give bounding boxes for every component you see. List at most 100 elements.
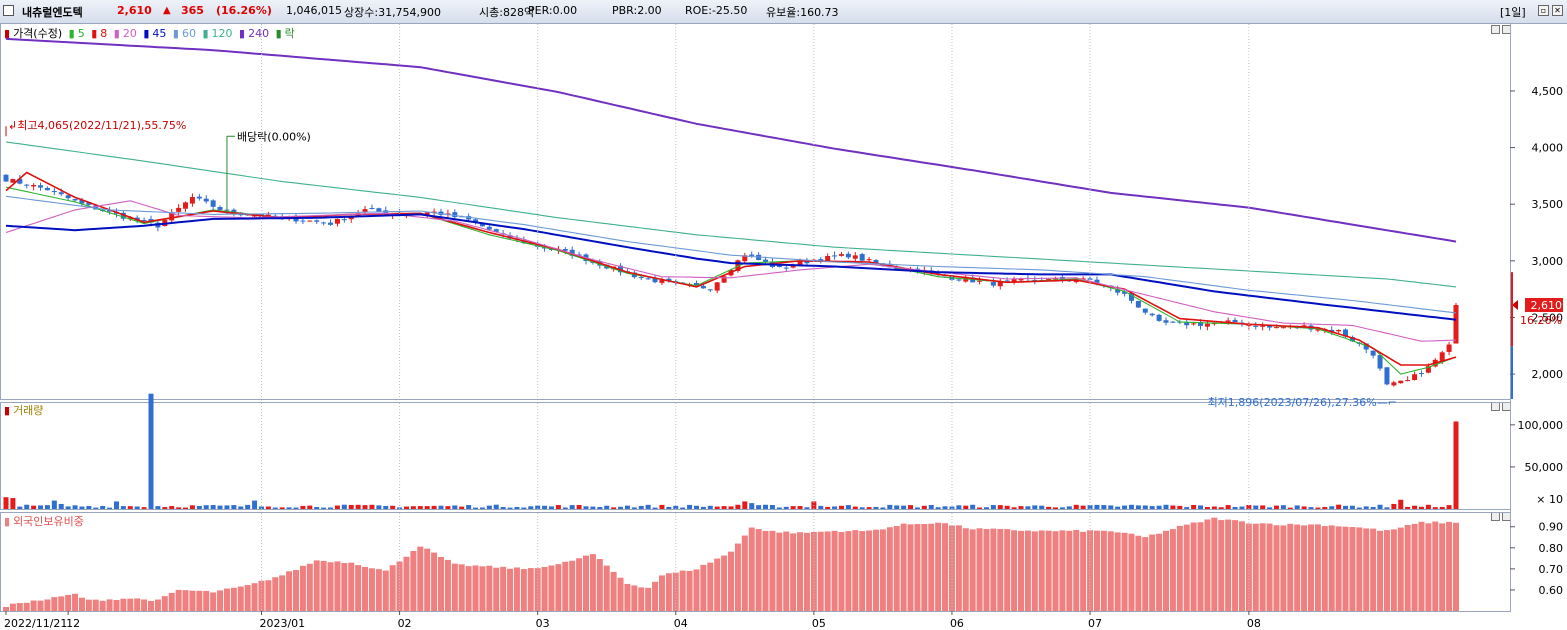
x-axis-label: 2022/11/21 bbox=[4, 617, 67, 630]
candle-body bbox=[763, 259, 769, 263]
volume-bar bbox=[1177, 505, 1183, 509]
candle-body bbox=[1343, 329, 1349, 337]
volume-bar bbox=[1280, 505, 1286, 509]
foreign-bar bbox=[1418, 521, 1425, 611]
candle-body bbox=[866, 259, 872, 261]
candle-body bbox=[990, 282, 996, 286]
x-axis-label: 05 bbox=[812, 617, 826, 630]
foreign-bar bbox=[610, 571, 617, 611]
candle-body bbox=[1191, 323, 1197, 325]
candle-body bbox=[51, 191, 57, 193]
x-axis-label: 08 bbox=[1247, 617, 1261, 630]
candle-body bbox=[1204, 323, 1210, 327]
candle-body bbox=[79, 200, 85, 204]
x-axis-label: 02 bbox=[398, 617, 412, 630]
volume-bar bbox=[390, 505, 396, 509]
foreign-bar bbox=[838, 532, 845, 611]
candle-body bbox=[334, 218, 340, 224]
price-y-tick-label: 4,500 bbox=[1532, 85, 1564, 98]
foreign-bar bbox=[693, 569, 700, 611]
candle-body bbox=[742, 255, 748, 262]
volume-bar bbox=[1425, 504, 1431, 509]
chart-area[interactable]: 2,000 2,500 3,000 3,500 4,000 4,500 ↲최고4,065(2… bbox=[0, 23, 1567, 630]
ma-line-240 bbox=[5, 37, 1457, 243]
volume-legend: ▮ 거래량 bbox=[4, 404, 44, 417]
foreign-bar bbox=[1411, 523, 1418, 611]
foreign-bar bbox=[334, 561, 341, 611]
volume-bar bbox=[611, 507, 617, 509]
foreign-bar bbox=[1390, 529, 1397, 611]
volume-bar bbox=[417, 506, 423, 509]
foreign-bar bbox=[1363, 528, 1370, 611]
candle-body bbox=[1315, 329, 1321, 331]
volume-bar bbox=[1198, 505, 1204, 509]
foreign-bar bbox=[658, 575, 665, 611]
close-icon[interactable]: ✕ bbox=[1552, 5, 1563, 16]
price-panel-maximize-icon[interactable] bbox=[1491, 25, 1500, 34]
volume-bar bbox=[528, 506, 534, 509]
select-checkbox[interactable] bbox=[3, 5, 14, 16]
volume-bar bbox=[1322, 506, 1328, 509]
foreign-bar bbox=[223, 588, 230, 611]
foreign-bar bbox=[617, 577, 624, 611]
foreign-bar bbox=[976, 528, 983, 611]
volume-bar bbox=[825, 506, 831, 509]
volume-bar bbox=[776, 507, 782, 509]
candle-body bbox=[1384, 367, 1390, 385]
foreign-bar bbox=[486, 565, 493, 611]
reserve-ratio: 유보율:160.73 bbox=[766, 6, 839, 19]
volume-bar bbox=[1273, 505, 1279, 509]
volume-bar bbox=[127, 506, 133, 509]
foreign-bar bbox=[99, 600, 106, 611]
candle-body bbox=[693, 283, 699, 286]
volume-bar bbox=[1246, 505, 1252, 509]
foreign-bar bbox=[645, 587, 652, 611]
candle-body bbox=[1412, 374, 1418, 381]
volume-bar bbox=[887, 504, 893, 509]
volume-bar bbox=[279, 507, 285, 509]
foreign-bar bbox=[368, 568, 375, 611]
foreign-bar bbox=[990, 528, 997, 611]
foreign-bar bbox=[845, 531, 852, 611]
volume-bar bbox=[783, 506, 789, 509]
volume-bar bbox=[949, 506, 955, 509]
volume-bar bbox=[500, 507, 506, 509]
volume-bar bbox=[1405, 506, 1411, 509]
restore-icon[interactable]: ▫ bbox=[1538, 5, 1549, 16]
foreign-bar bbox=[562, 561, 569, 611]
candle-body bbox=[314, 220, 320, 222]
foreign-bar bbox=[1453, 522, 1459, 611]
candle-body bbox=[1163, 320, 1169, 323]
volume-bar bbox=[818, 505, 824, 509]
volume-bar bbox=[1204, 507, 1210, 509]
foreign-bar bbox=[1446, 521, 1453, 611]
market-cap: 시총:828억 bbox=[479, 6, 535, 19]
candle-body bbox=[797, 261, 803, 266]
candle-body bbox=[1377, 355, 1383, 369]
volume-bar bbox=[1315, 507, 1321, 509]
foreign-bar bbox=[728, 551, 734, 611]
candle-body bbox=[1018, 278, 1024, 281]
last-price-box bbox=[1525, 298, 1563, 312]
volume-bar bbox=[1025, 506, 1031, 509]
foreign-bar bbox=[652, 581, 659, 611]
foreign-bar bbox=[1259, 523, 1266, 611]
foreign-bar bbox=[817, 531, 824, 611]
volume-bar bbox=[1142, 505, 1148, 509]
volume-bar bbox=[258, 506, 264, 509]
volume-bar bbox=[1101, 505, 1107, 509]
foreign-bar bbox=[1377, 530, 1384, 611]
volume-bar bbox=[631, 507, 637, 509]
foreign-bar bbox=[182, 590, 189, 611]
volume-bar bbox=[452, 505, 458, 509]
foreign-bar bbox=[714, 558, 721, 611]
candle-body bbox=[1246, 324, 1252, 326]
foreign-bar bbox=[65, 594, 72, 611]
volume-bar bbox=[1446, 505, 1452, 509]
foreign-bar bbox=[1266, 523, 1273, 611]
foreign-bar bbox=[1052, 531, 1059, 611]
foreign-y-tick-label: 0.90 bbox=[1539, 521, 1564, 534]
candle-body bbox=[1336, 330, 1342, 332]
volume-bar bbox=[1412, 505, 1418, 509]
period-selector[interactable]: [1일] bbox=[1500, 6, 1526, 19]
